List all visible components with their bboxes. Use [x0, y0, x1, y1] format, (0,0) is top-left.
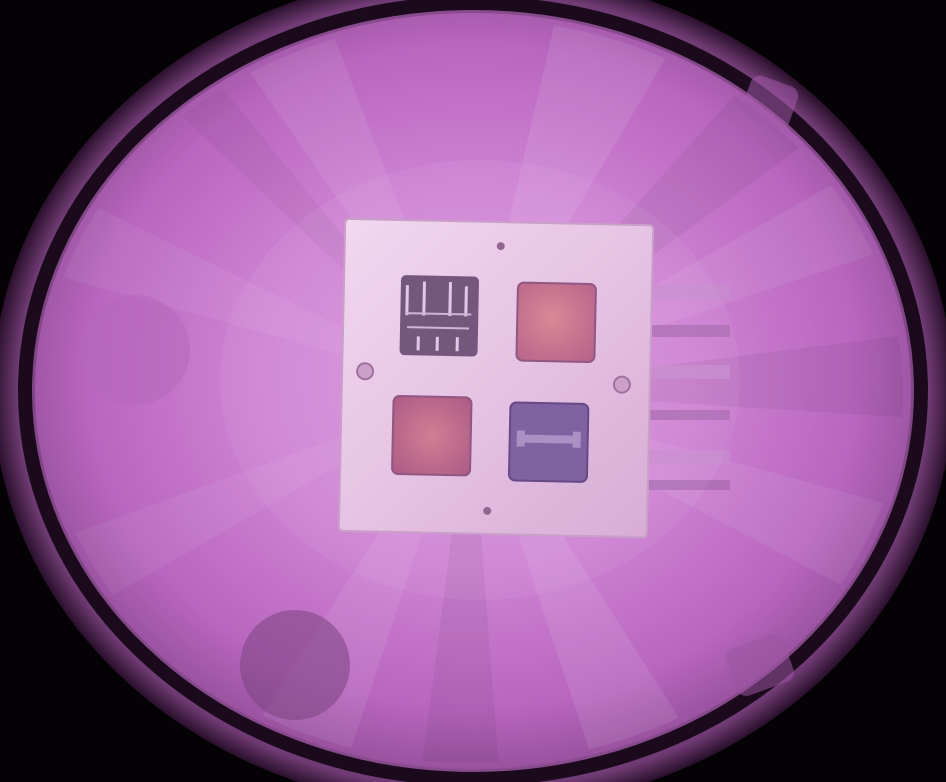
chamber-fixture-top-right [741, 75, 799, 130]
sample-copper-bottom-left [391, 395, 473, 477]
sample-holder-plate [337, 217, 655, 539]
chamber-fixture-bottom-right [726, 634, 794, 696]
sample-dogbone-specimen [507, 401, 590, 483]
plate-screw-left [356, 362, 375, 381]
plate-hole-bottom [483, 506, 492, 515]
sample-patterned-chip [399, 275, 480, 357]
feedthrough-rods [640, 285, 730, 490]
chamber-port-bottom-left [240, 610, 350, 720]
viewport-dark-ring [18, 0, 928, 782]
plate-screw-right [612, 375, 631, 394]
plate-hole-top [496, 242, 505, 251]
chamber-port-left [80, 295, 190, 405]
sample-copper-top-right [515, 281, 597, 363]
center-haze [220, 160, 740, 600]
